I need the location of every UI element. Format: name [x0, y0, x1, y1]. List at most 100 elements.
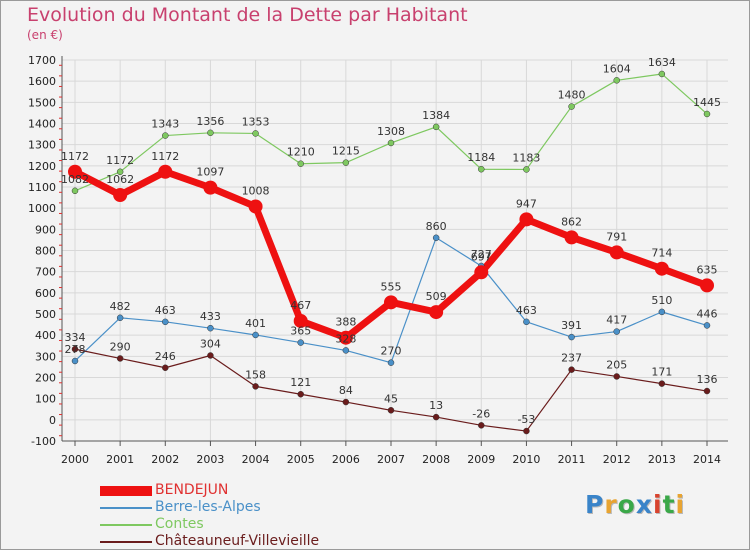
- data-label: 555: [381, 280, 402, 293]
- x-tick-label: 2012: [603, 453, 631, 466]
- legend-swatch: [100, 507, 152, 509]
- legend-label: Berre-les-Alpes: [155, 499, 261, 515]
- logo-letter: i: [653, 490, 663, 519]
- data-point: [523, 427, 530, 435]
- data-label: 121: [290, 376, 311, 389]
- data-point: [113, 188, 128, 203]
- data-point: [429, 305, 444, 320]
- data-point: [703, 110, 711, 118]
- x-tick-label: 2003: [196, 453, 224, 466]
- data-label: 290: [110, 340, 131, 353]
- y-tick-label: -100: [31, 435, 56, 448]
- y-tick-label: 1100: [28, 181, 56, 194]
- data-point: [71, 345, 79, 353]
- data-label: 136: [697, 373, 718, 386]
- data-point: [519, 212, 534, 227]
- y-tick-label: 1700: [28, 54, 56, 67]
- logo-letter: o: [617, 490, 636, 519]
- data-label: 463: [155, 304, 176, 317]
- data-point: [700, 278, 714, 293]
- x-tick-label: 2009: [467, 453, 495, 466]
- data-label: 1604: [603, 62, 631, 75]
- data-label: -26: [472, 407, 490, 420]
- data-point: [654, 261, 669, 276]
- data-label: 1172: [61, 150, 89, 163]
- legend-label: Contes: [155, 516, 204, 532]
- data-label: 1445: [693, 96, 721, 109]
- y-tick-label: 400: [35, 329, 56, 342]
- y-tick-label: 1300: [28, 139, 56, 152]
- data-point: [203, 180, 218, 195]
- data-label: 1308: [377, 125, 405, 138]
- data-point: [568, 366, 575, 373]
- data-point: [116, 168, 124, 176]
- data-point: [116, 355, 124, 362]
- data-point: [658, 308, 666, 316]
- data-label: 1008: [242, 184, 270, 197]
- data-label: 509: [426, 290, 447, 303]
- data-point: [207, 324, 214, 332]
- data-point: [338, 330, 353, 345]
- data-label: 1183: [512, 151, 540, 164]
- data-point: [474, 265, 489, 280]
- data-label: 270: [381, 345, 402, 358]
- data-label: 391: [561, 319, 582, 332]
- data-label: -53: [517, 413, 535, 426]
- data-point: [568, 333, 575, 341]
- y-tick-label: 300: [35, 350, 56, 363]
- data-label: 1384: [422, 109, 450, 122]
- y-tick-label: 700: [35, 266, 56, 279]
- data-label: 1634: [648, 56, 676, 69]
- data-point: [207, 129, 214, 137]
- series-points: [68, 70, 714, 435]
- data-label: 433: [200, 310, 221, 323]
- legend-swatch: [100, 541, 152, 543]
- data-label: 1172: [106, 154, 134, 167]
- data-point: [432, 123, 440, 131]
- y-tick-label: 900: [35, 223, 56, 236]
- data-label: 205: [606, 358, 627, 371]
- data-label: 1215: [332, 145, 360, 158]
- data-point: [297, 339, 304, 346]
- data-label: 463: [516, 304, 537, 317]
- chart-subtitle: (en €): [27, 28, 63, 42]
- data-label: 482: [110, 300, 131, 313]
- data-point: [478, 422, 485, 429]
- data-label: 467: [290, 299, 311, 312]
- legend-swatch: [100, 486, 152, 496]
- data-label: 1172: [151, 150, 179, 163]
- x-tick-label: 2008: [422, 453, 450, 466]
- x-tick-label: 2011: [558, 453, 586, 466]
- logo-letter: i: [675, 490, 686, 519]
- y-tick-labels: -100 0 100 200 300 400 500 600 700 800 900 1000 1100…: [28, 54, 56, 448]
- data-point: [384, 295, 398, 310]
- data-point: [564, 230, 579, 245]
- logo-letter: r: [604, 490, 618, 519]
- y-tick-label: 800: [35, 245, 56, 258]
- x-tick-label: 2013: [648, 453, 676, 466]
- data-label: 1184: [467, 151, 495, 164]
- data-point: [523, 166, 530, 173]
- data-label: 714: [651, 247, 672, 260]
- logo-letter: P: [585, 490, 605, 519]
- x-tick-label: 2000: [61, 453, 89, 466]
- data-point: [432, 234, 440, 242]
- y-tick-label: 500: [35, 308, 56, 321]
- data-point: [68, 164, 82, 179]
- data-label: 1356: [196, 115, 224, 128]
- data-point: [342, 347, 350, 354]
- data-label: 727: [471, 248, 492, 261]
- data-point: [387, 407, 395, 414]
- data-label: 635: [697, 263, 718, 276]
- data-label: 1353: [242, 115, 270, 128]
- x-tick-label: 2006: [332, 453, 360, 466]
- x-tick-label: 2002: [151, 453, 179, 466]
- data-point: [523, 318, 530, 326]
- data-label: 278: [65, 343, 86, 356]
- data-point: [613, 328, 620, 335]
- data-label: 1097: [196, 166, 224, 179]
- data-point: [158, 164, 173, 179]
- legend-label: Châteauneuf-Villevieille: [155, 533, 320, 549]
- data-label: 697: [471, 250, 492, 263]
- chart-title: Evolution du Montant de la Dette par Hab…: [27, 4, 468, 26]
